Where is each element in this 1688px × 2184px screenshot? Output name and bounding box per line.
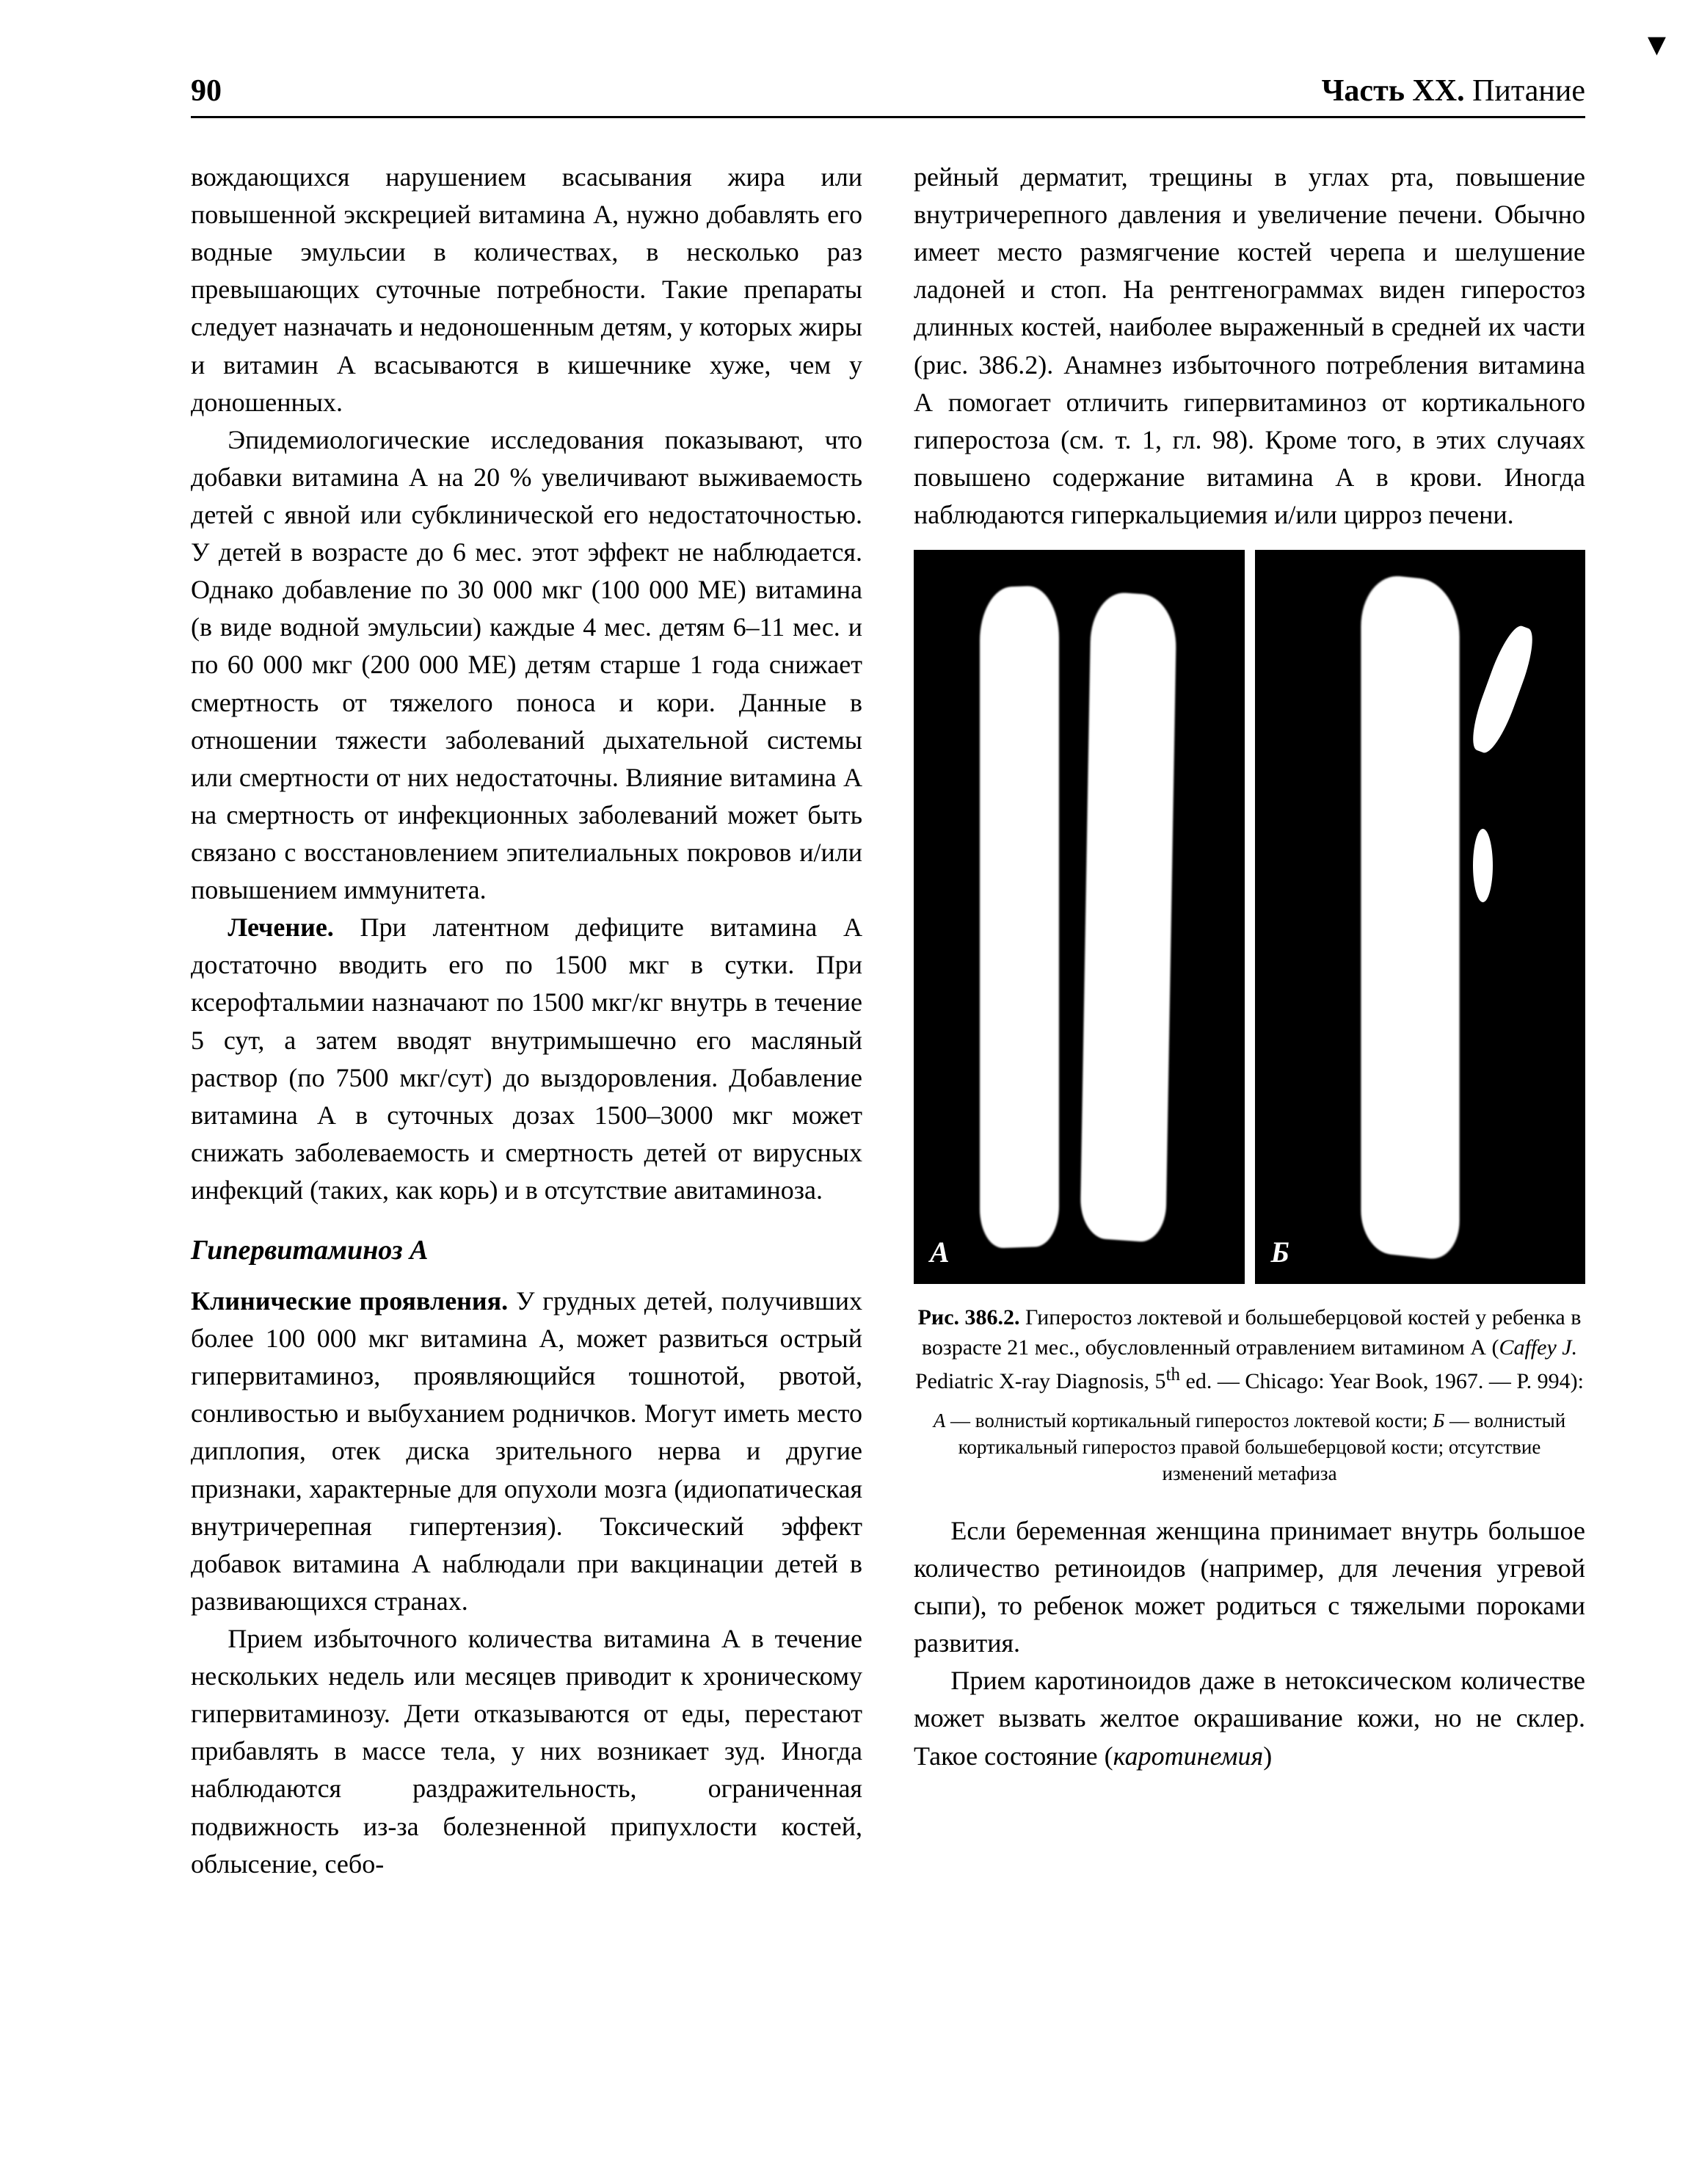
figure-ref-sup: th <box>1166 1365 1180 1385</box>
figure-number: Рис. 386.2. <box>918 1305 1020 1329</box>
paragraph: Прием избыточного количества витамина А … <box>191 1620 862 1883</box>
paragraph-text: У грудных детей, получивших более 100 00… <box>191 1286 862 1616</box>
figure-subcaption: А — волнистый кортикальный гиперостоз ло… <box>914 1407 1585 1487</box>
paragraph: Прием каротиноидов даже в нетоксическом … <box>914 1662 1585 1774</box>
figure-ref-tail: ed. — Chicago: Year Book, 1967. — P. 994… <box>1180 1369 1584 1393</box>
paragraph-text: ) <box>1263 1741 1272 1771</box>
bone-fragment <box>1473 829 1493 902</box>
page-number: 90 <box>191 73 222 109</box>
figure-ref: Pediatric X-ray Diagnosis, 5 <box>915 1369 1166 1393</box>
page-header: 90 Часть XX. Питание <box>191 73 1585 118</box>
paragraph: Клинические проявления. У грудных детей,… <box>191 1283 862 1620</box>
xray-panel-a: А <box>914 550 1245 1284</box>
xray-panel-b: Б <box>1255 550 1586 1284</box>
panel-label-a: А <box>930 1232 950 1274</box>
run-in-heading: Лечение. <box>228 913 333 942</box>
paragraph: Если беременная женщина принимает внутрь… <box>914 1512 1585 1662</box>
text-columns: вождающихся нарушением всасывания жира и… <box>191 159 1585 1883</box>
figure-caption: Рис. 386.2. Гиперостоз локтевой и больше… <box>914 1303 1585 1487</box>
paragraph: вождающихся нарушением всасывания жира и… <box>191 159 862 421</box>
figure-images: А Б <box>914 550 1585 1284</box>
run-in-heading: Клинические проявления. <box>191 1286 508 1316</box>
corner-mark: ▾ <box>1648 22 1666 65</box>
bone-fragment <box>1464 622 1540 758</box>
part-label: Часть XX. <box>1322 74 1465 108</box>
figure-caption-text: Гиперостоз локтевой и большеберцовой кос… <box>922 1305 1582 1360</box>
figure-block: А Б Рис. 386.2. Гиперостоз локтевой и бо… <box>914 550 1585 1487</box>
paragraph-text: При латентном дефиците витамина А достат… <box>191 913 862 1205</box>
paragraph: Эпидемиологические исследования показыва… <box>191 421 862 909</box>
figure-ref-author: Caffey J. <box>1499 1335 1577 1360</box>
panel-desc-a: — волнистый кортикальный гиперостоз локт… <box>945 1410 1433 1432</box>
bone-shape <box>1361 572 1459 1261</box>
bone-shape <box>1080 590 1177 1243</box>
section-heading: Гипервитаминоз А <box>191 1231 862 1271</box>
part-title: Часть XX. Питание <box>1322 73 1585 109</box>
bone-shape <box>980 585 1059 1249</box>
right-column: рейный дерматит, трещины в углах рта, по… <box>914 159 1585 1883</box>
panel-ref-a: А <box>934 1410 946 1432</box>
panel-label-b: Б <box>1271 1232 1289 1274</box>
paragraph: Лечение. При латентном дефиците витамина… <box>191 909 862 1209</box>
panel-ref-b: Б <box>1433 1410 1444 1432</box>
term-italic: каротинемия <box>1113 1741 1264 1771</box>
paragraph: рейный дерматит, трещины в углах рта, по… <box>914 159 1585 534</box>
part-name: Питание <box>1472 74 1585 108</box>
left-column: вождающихся нарушением всасывания жира и… <box>191 159 862 1883</box>
